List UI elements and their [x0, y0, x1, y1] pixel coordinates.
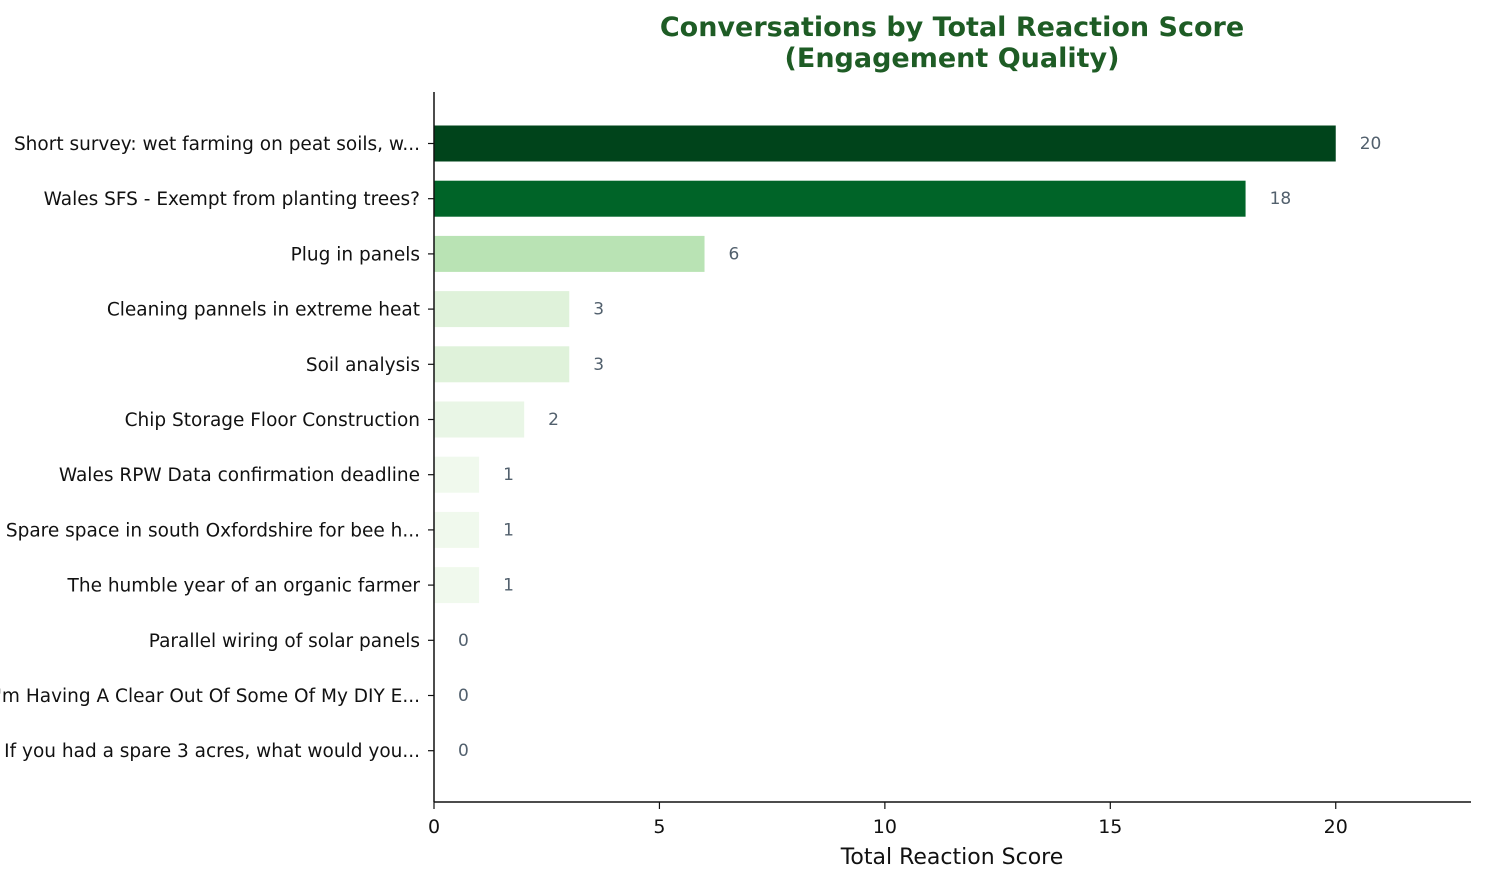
chart-title: Conversations by Total Reaction Score(En… [660, 12, 1244, 74]
category-label: I'm Having A Clear Out Of Some Of My DIY… [0, 686, 420, 707]
bar [434, 125, 1336, 162]
category-label: Chip Storage Floor Construction [125, 410, 420, 431]
x-tick-label: 5 [653, 816, 665, 838]
category-label: Plug in panels [291, 244, 420, 265]
axes [433, 92, 1471, 803]
x-tick-label: 20 [1324, 816, 1348, 838]
bar [434, 456, 480, 493]
category-labels: Short survey: wet farming on peat soils,… [0, 134, 434, 762]
category-label: Parallel wiring of solar panels [149, 631, 420, 652]
value-label: 20 [1360, 134, 1382, 154]
x-axis-label: Total Reaction Score [840, 845, 1064, 870]
value-label: 3 [593, 355, 604, 375]
value-label: 1 [503, 465, 514, 485]
value-label: 1 [503, 520, 514, 540]
chart-title-line: Conversations by Total Reaction Score [660, 12, 1244, 43]
x-tick-label: 0 [428, 816, 440, 838]
bar [434, 346, 570, 383]
chart-title-line: (Engagement Quality) [785, 43, 1120, 74]
bars-group [434, 125, 1336, 604]
value-label: 6 [729, 244, 740, 264]
x-tick-label: 15 [1098, 816, 1122, 838]
value-label: 0 [458, 631, 469, 651]
bar [434, 180, 1246, 217]
category-label: Wales SFS - Exempt from planting trees? [44, 189, 420, 210]
bar [434, 291, 570, 328]
category-label: Spare space in south Oxfordshire for bee… [6, 520, 420, 541]
bar [434, 401, 525, 438]
x-tick-label: 10 [873, 816, 897, 838]
value-label: 2 [548, 410, 559, 430]
category-label: Wales RPW Data confirmation deadline [59, 465, 420, 486]
value-labels: 20 18 6 3 3 2 1 1 1 0 0 0 [458, 134, 1381, 761]
bar [434, 511, 480, 548]
value-label: 0 [458, 686, 469, 706]
value-label: 18 [1270, 189, 1292, 209]
value-label: 3 [593, 300, 604, 320]
category-label: The humble year of an organic farmer [67, 576, 421, 597]
category-label: Short survey: wet farming on peat soils,… [14, 134, 420, 155]
value-label: 1 [503, 576, 514, 596]
category-label: Cleaning pannels in extreme heat [107, 300, 420, 321]
value-label: 0 [458, 741, 469, 761]
bar [434, 235, 705, 272]
category-label: Soil analysis [306, 355, 420, 376]
bar [434, 567, 480, 604]
category-label: If you had a spare 3 acres, what would y… [4, 741, 420, 762]
x-ticks: 0 5 10 15 20 [428, 802, 1348, 838]
